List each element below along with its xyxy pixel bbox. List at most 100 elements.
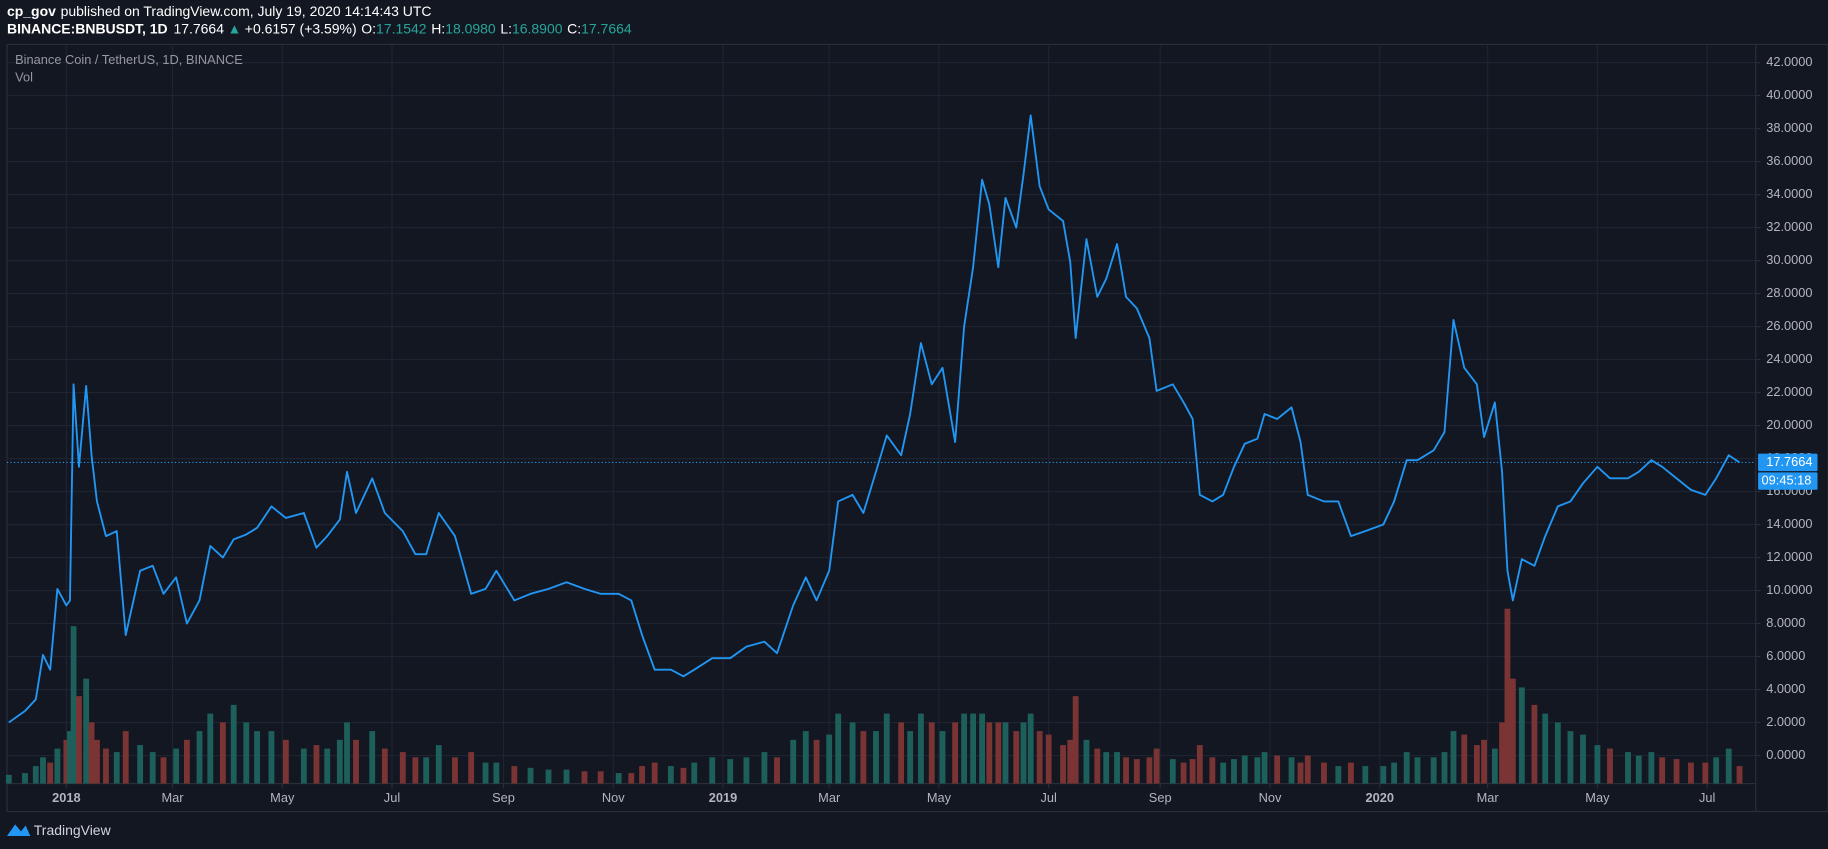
volume-bar [1103,752,1110,784]
volume-bar [774,757,780,784]
price-pane [6,114,1756,724]
volume-pane [5,608,1743,784]
volume-bar [928,722,935,784]
volume-bar [230,704,237,784]
grid [6,44,1756,784]
volume-bar [1441,752,1448,784]
volume-bar [113,752,120,784]
volume-bar [94,739,100,784]
volume-bar [103,748,109,784]
y-tick-label: 38.0000 [1766,120,1812,135]
volume-bar [1473,745,1480,784]
open-label: O: [361,20,376,36]
volume-bar [1288,757,1295,784]
volume-bar [83,678,90,784]
y-tick-label: 36.0000 [1766,153,1812,168]
close: 17.7664 [581,20,632,36]
volume-bar [979,713,986,784]
low-label: L: [500,20,512,36]
y-tick-label: 28.0000 [1766,285,1812,300]
volume-bar [40,757,46,784]
x-tick-label: Sep [1149,790,1172,805]
volume-bar [1542,713,1549,784]
volume-bar [1362,766,1369,784]
symbol: BINANCE:BNBUSDT, 1D [7,20,168,36]
volume-bar [1036,731,1043,784]
volume-bar [1220,762,1227,784]
y-tick-label: 20.0000 [1766,417,1812,432]
y-tick-label: 6.0000 [1766,648,1805,663]
volume-bar [691,762,698,784]
change: +0.6157 (+3.59%) [245,20,357,36]
volume-bar [1580,734,1586,784]
symbol-line: BINANCE:BNBUSDT, 1D 17.7664 ▲ +0.6157 (+3.5… [7,20,632,36]
volume-bar [563,769,570,784]
volume-bar [1261,752,1268,784]
published: published on TradingView.com, July 19, 2… [61,2,432,18]
x-tick-label: Sep [492,790,515,805]
volume-bar [149,752,156,784]
price-line [8,114,1741,724]
volume-bar [1254,757,1261,784]
volume-bar [1648,752,1655,784]
volume-bar [300,748,307,784]
volume-bar [183,739,190,784]
volume-bar [1067,739,1074,784]
volume-bar [1450,731,1457,784]
brand[interactable]: TradingView [34,822,112,838]
y-tick-label: 10.0000 [1766,582,1812,597]
y-tick-label: 0.0000 [1766,747,1805,762]
volume-bar [1027,713,1034,784]
volume-bar [76,696,82,784]
volume-bar [1635,755,1642,784]
volume-bar [883,713,890,784]
volume-bar [1499,722,1505,784]
y-tick-label: 30.0000 [1766,252,1812,267]
y-tick-label: 32.0000 [1766,219,1812,234]
x-tick-label: Nov [602,790,625,805]
price-tag [1758,453,1818,472]
y-tick-label: 14.0000 [1766,516,1812,531]
volume-bar [1196,745,1203,784]
volume-bar [581,771,588,784]
volume-bar [597,771,604,784]
volume-bar [1380,766,1387,784]
x-tick-label: May [270,790,295,805]
volume-bar [412,757,419,784]
volume-bar [628,773,635,784]
volume-bar [835,713,842,784]
volume-bar [1146,757,1153,784]
volume-bar [1274,755,1281,784]
open: 17.1542 [376,20,427,36]
chart-frame [6,43,1828,813]
volume-bar [1169,759,1176,784]
y-tick-label: 24.0000 [1766,351,1812,366]
volume-bar [88,722,95,784]
volume-bar [63,739,70,784]
volume-bar [1702,762,1709,784]
volume-bar [907,731,914,784]
volume-bar [482,762,489,784]
volume-bar [160,757,167,784]
volume-bar [1189,759,1196,784]
volume-bar [1713,757,1720,784]
volume-bar [173,748,180,784]
volume-bar [67,731,73,784]
volume-bar [1321,762,1327,784]
volume-bar [709,757,716,784]
x-tick-label: Mar [818,790,841,805]
volume-bar [849,722,856,784]
volume-bar [282,739,289,784]
volume-bar [1673,759,1680,784]
volume-bar [1659,757,1666,784]
x-tick-label: Jul [1040,790,1056,805]
volume-bar [1414,757,1421,784]
y-tick-label: 12.0000 [1766,549,1812,564]
volume-bar [268,731,275,784]
volume-bar [1725,748,1732,784]
volume-bar [1461,734,1468,784]
volume-bar [1430,757,1437,784]
volume-bar [1304,755,1311,784]
